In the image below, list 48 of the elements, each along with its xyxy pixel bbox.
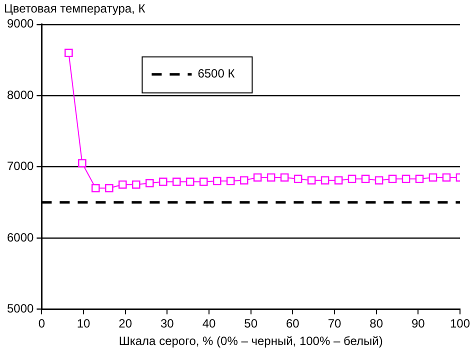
y-tick-label: 8000 — [6, 88, 34, 102]
x-tick-label: 60 — [286, 316, 300, 331]
point — [132, 180, 140, 189]
point — [172, 178, 181, 186]
point — [64, 48, 73, 58]
y-tick-label: 7000 — [6, 159, 34, 174]
point — [374, 176, 384, 184]
legend-label: 6500 К — [198, 66, 235, 81]
point — [240, 176, 248, 184]
x-tick-label: 50 — [244, 316, 258, 331]
point — [146, 179, 154, 188]
y-tick-label: 6000 — [6, 230, 34, 244]
point — [199, 178, 208, 186]
point — [118, 180, 127, 189]
point — [105, 184, 114, 192]
point — [402, 174, 410, 184]
point — [428, 173, 438, 182]
point — [92, 184, 100, 192]
point — [280, 173, 289, 182]
point — [186, 178, 194, 186]
point — [388, 174, 397, 184]
point — [307, 176, 316, 184]
x-tick-label: 30 — [160, 316, 174, 331]
point — [78, 159, 86, 168]
point — [348, 174, 356, 184]
y-axis-title: Цветовая температура, К — [4, 2, 146, 16]
point — [415, 174, 424, 184]
point — [442, 173, 451, 182]
point — [320, 176, 330, 184]
point — [361, 174, 370, 184]
y-tick-label: 9000 — [6, 16, 34, 31]
point — [212, 176, 222, 186]
point — [294, 174, 302, 184]
x-axis-title: Шкала серого, % (0% – черный, 100% – белый) — [118, 334, 383, 348]
x-tick-label: 70 — [328, 316, 342, 331]
point — [334, 176, 343, 184]
point — [158, 178, 168, 186]
point — [253, 173, 262, 182]
point — [266, 173, 276, 182]
x-tick-label: 0 — [38, 316, 46, 331]
x-tick-label: 90 — [411, 316, 426, 331]
x-tick-label: 80 — [370, 316, 384, 331]
x-tick-label: 10 — [76, 316, 91, 331]
x-tick-label: 100 — [450, 316, 470, 331]
point — [226, 176, 235, 186]
x-tick-label: 40 — [202, 316, 216, 331]
y-tick-label: 5000 — [6, 302, 34, 316]
x-tick-label: 20 — [118, 316, 132, 331]
